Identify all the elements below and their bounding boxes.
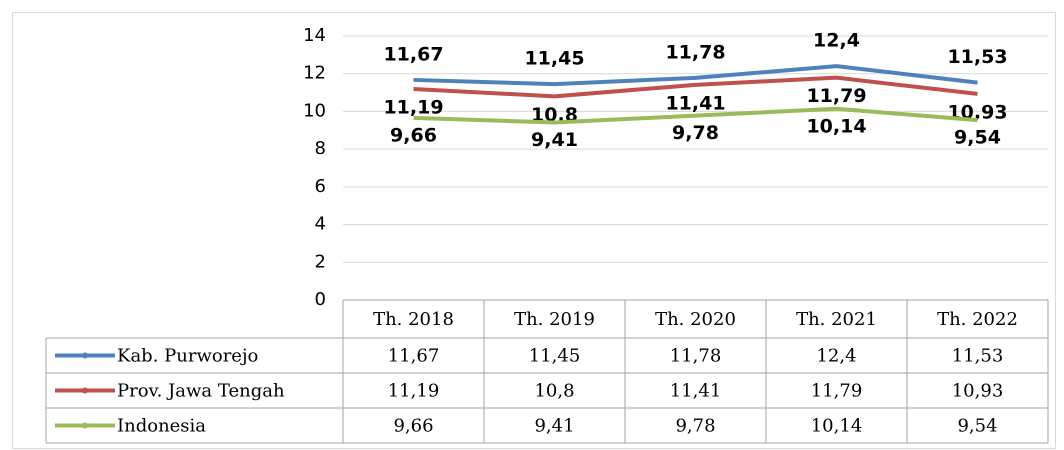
y-tick-label: 14 xyxy=(303,25,326,46)
x-tick-label: Th. 2021 xyxy=(796,309,877,330)
table-cell: 11,78 xyxy=(670,346,722,367)
data-label: 9,41 xyxy=(531,129,578,151)
data-label: 11,79 xyxy=(806,85,866,107)
y-tick-label: 2 xyxy=(315,251,326,272)
table-cell: 11,79 xyxy=(811,381,863,402)
legend-marker xyxy=(82,352,88,359)
table-cell: 9,41 xyxy=(534,416,574,437)
data-label: 10,14 xyxy=(806,115,866,137)
data-label: 12,4 xyxy=(813,30,860,52)
x-tick-label: Th. 2019 xyxy=(514,309,595,330)
y-tick-label: 0 xyxy=(315,289,326,310)
x-tick-label: Th. 2022 xyxy=(937,309,1018,330)
y-tick-label: 12 xyxy=(303,63,326,84)
data-label: 11,53 xyxy=(947,46,1007,68)
series-line xyxy=(413,75,978,99)
y-tick-label: 4 xyxy=(315,214,326,235)
series-line xyxy=(413,64,978,87)
table-cell: 11,41 xyxy=(670,381,722,402)
legend-label: Prov. Jawa Tengah xyxy=(117,381,285,402)
data-label: 11,19 xyxy=(383,96,443,118)
table-cell: 11,67 xyxy=(388,346,440,367)
table-cell: 10,14 xyxy=(811,416,863,437)
legend-label: Indonesia xyxy=(117,416,206,437)
data-label: 11,45 xyxy=(524,48,584,70)
y-tick-label: 10 xyxy=(303,100,326,121)
legend-marker xyxy=(82,422,88,429)
table-cell: 9,54 xyxy=(957,416,997,437)
table-cell: 11,19 xyxy=(388,381,440,402)
data-label: 9,78 xyxy=(672,122,719,144)
y-tick-label: 6 xyxy=(315,176,326,197)
legend-marker xyxy=(82,387,88,394)
table-cell: 9,66 xyxy=(393,416,433,437)
table-cell: 9,78 xyxy=(675,416,715,437)
table-cell: 11,53 xyxy=(952,346,1004,367)
series-line xyxy=(413,106,978,125)
y-tick-label: 8 xyxy=(315,138,326,159)
x-tick-label: Th. 2018 xyxy=(373,309,454,330)
table-cell: 10,8 xyxy=(534,381,574,402)
table-cell: 10,93 xyxy=(952,381,1004,402)
data-label: 11,78 xyxy=(665,41,725,63)
data-label: 11,67 xyxy=(383,43,443,65)
data-label: 11,41 xyxy=(665,92,725,114)
x-tick-label: Th. 2020 xyxy=(655,309,736,330)
table-cell: 12,4 xyxy=(816,346,856,367)
chart-border xyxy=(12,12,1056,449)
data-label: 9,54 xyxy=(954,127,1001,149)
legend-label: Kab. Purworejo xyxy=(117,346,258,367)
data-label: 9,66 xyxy=(390,124,437,146)
table-cell: 11,45 xyxy=(529,346,581,367)
